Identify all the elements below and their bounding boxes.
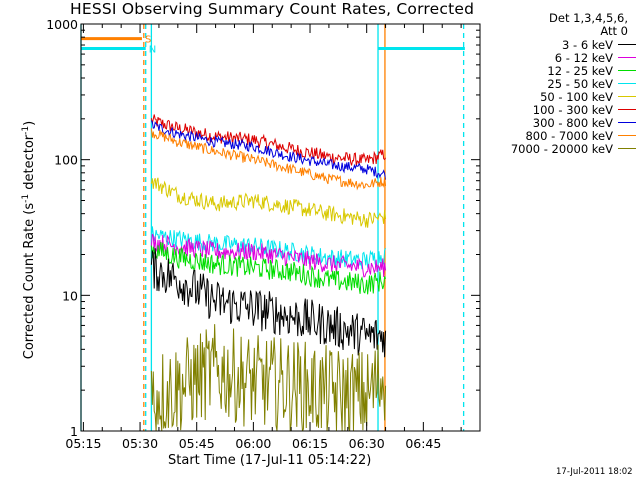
- legend-item: 300 - 800 keV: [486, 115, 636, 130]
- legend-item-swatch: [618, 70, 636, 71]
- series-4: [150, 226, 387, 270]
- y-axis-label: Corrected Count Rate (s-1 detector-1): [21, 121, 37, 359]
- x-tick-label: 05:45: [179, 436, 215, 451]
- series-5: [150, 233, 387, 278]
- flag-label-N: N: [149, 44, 156, 55]
- legend-item-swatch: [618, 122, 636, 123]
- legend-header-line2: Att 0: [600, 24, 628, 38]
- legend-item-label: 6 - 12 keV: [554, 50, 613, 65]
- legend-item-swatch: [618, 57, 636, 58]
- y-axis-label-mid: detector: [22, 134, 38, 194]
- y-axis-label-sup1: -1: [20, 193, 31, 203]
- legend-item-swatch: [618, 109, 636, 110]
- plot-frame: [80, 23, 481, 432]
- x-tick-label: 06:45: [405, 436, 441, 451]
- legend-header-line1: Det 1,3,4,5,6,: [549, 11, 628, 25]
- legend-item-label: 12 - 25 keV: [547, 63, 613, 78]
- x-tick-label: 05:15: [65, 436, 101, 451]
- legend-item-swatch: [618, 83, 636, 84]
- legend-item-swatch: [618, 96, 636, 97]
- y-axis-label-end: ): [22, 120, 38, 126]
- y-axis-label-sup2: -1: [20, 125, 31, 135]
- legend-item-label: 7000 - 20000 keV: [510, 141, 613, 156]
- legend-item: 50 - 100 keV: [486, 89, 636, 104]
- legend-item-swatch: [618, 148, 636, 149]
- legend-item: 7000 - 20000 keV: [486, 141, 636, 156]
- y-axis-label-main: Corrected Count Rate (s: [22, 202, 38, 360]
- x-axis-label: Start Time (17-Jul-11 05:14:22): [168, 453, 372, 468]
- legend-item-label: 300 - 800 keV: [532, 115, 613, 130]
- y-tick-label: 10: [62, 288, 78, 303]
- series-8: [150, 324, 387, 432]
- x-tick-label: 05:30: [122, 436, 158, 451]
- series-6: [150, 242, 387, 295]
- legend-item-label: 25 - 50 keV: [547, 76, 613, 91]
- y-tick-label: 1: [70, 424, 78, 439]
- legend-item-label: 3 - 6 keV: [562, 37, 613, 52]
- axes: 1 10 100 1000 05:15 05:30 05:45 06:00 06:15 06:30…: [46, 17, 481, 451]
- series-7: [150, 248, 387, 358]
- legend-item: 25 - 50 keV: [486, 76, 636, 91]
- series-3: [150, 177, 387, 228]
- legend-item-swatch: [618, 135, 636, 136]
- legend-item: 6 - 12 keV: [486, 50, 636, 65]
- legend-item: 12 - 25 keV: [486, 63, 636, 78]
- legend-items: 3 - 6 keV 6 - 12 keV 12 - 25 keV 25 - 50 ke…: [486, 37, 636, 156]
- legend-item: 100 - 300 keV: [486, 102, 636, 117]
- plot-area: SN: [80, 24, 465, 432]
- x-tick-label: 06:15: [292, 436, 328, 451]
- legend-item: 800 - 7000 keV: [486, 128, 636, 143]
- legend-item-label: 800 - 7000 keV: [525, 128, 613, 143]
- chart-title: HESSI Observing Summary Count Rates, Cor…: [70, 0, 475, 18]
- x-tick-label: 06:30: [349, 436, 385, 451]
- timestamp: 17-Jul-2011 18:02: [556, 467, 633, 477]
- legend-item-label: 100 - 300 keV: [532, 102, 613, 117]
- series-1: [150, 120, 387, 180]
- flag-label-S: S: [145, 35, 151, 46]
- series-2: [150, 128, 387, 191]
- legend: Det 1,3,4,5,6, Att 0 3 - 6 keV 6 - 12 keV…: [486, 11, 636, 156]
- y-tick-label: 100: [54, 153, 78, 168]
- legend-item: 3 - 6 keV: [486, 37, 636, 52]
- x-tick-label: 06:00: [235, 436, 271, 451]
- y-tick-label: 1000: [46, 17, 78, 32]
- legend-item-label: 50 - 100 keV: [540, 89, 613, 104]
- legend-item-swatch: [618, 44, 636, 45]
